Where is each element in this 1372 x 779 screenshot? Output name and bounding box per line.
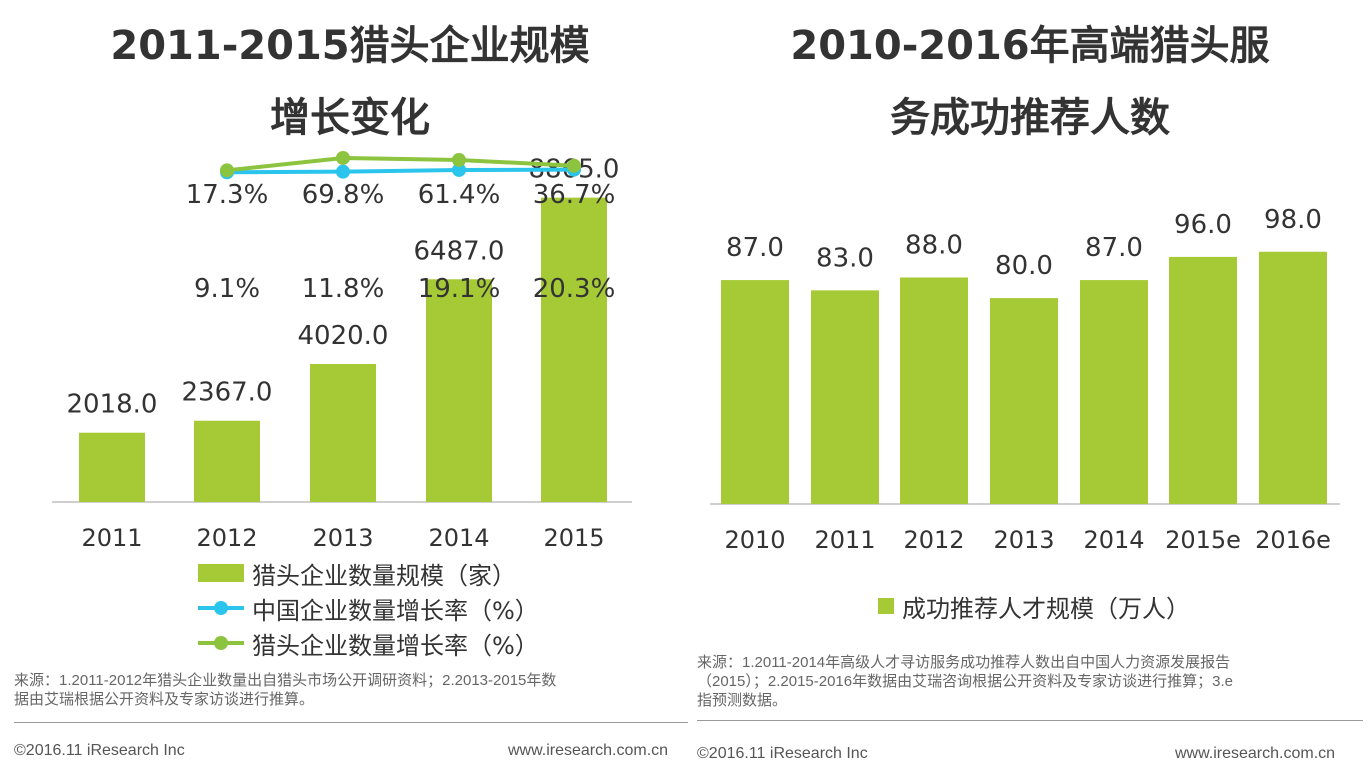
- legend-line-swatch-headhunter: [198, 634, 244, 652]
- line-china-growth: [226, 167, 575, 175]
- x-tick-label-2015: 2015: [543, 524, 604, 552]
- legend-item-headhunter-growth: 猎头企业数量增长率（%）: [198, 627, 539, 660]
- bar-value-label-2011: 2018.0: [67, 390, 158, 420]
- bar-2013: [310, 363, 376, 502]
- line-headhunter-growth: [226, 155, 575, 173]
- legend-line-swatch-china: [198, 599, 244, 617]
- x-tick-label-2013: 2013: [993, 526, 1054, 554]
- point-headhunter-growth-2015: [567, 158, 581, 173]
- right-copyright: ©2016.11 iResearch Inc: [697, 745, 868, 762]
- right-title-line1: 2010-2016年高端猎头服: [790, 23, 1270, 69]
- data-label-china-growth-2014: 19.1%: [418, 274, 501, 304]
- left-chart-title: 2011-2015猎头企业规模 增长变化: [0, 10, 700, 154]
- x-tick-label-2016e: 2016e: [1255, 526, 1331, 554]
- bar-value-label-2015e: 96.0: [1174, 210, 1232, 240]
- point-headhunter-growth-2014: [452, 152, 466, 167]
- x-tick-label-2015e: 2015e: [1165, 526, 1241, 554]
- legend-label: 猎头企业数量增长率（%）: [252, 631, 539, 660]
- point-headhunter-growth-2013: [336, 150, 350, 165]
- left-website-link[interactable]: www.iresearch.com.cn: [508, 742, 669, 759]
- data-label-china-growth-2015: 20.3%: [533, 274, 616, 304]
- point-china-growth-2013: [336, 164, 350, 179]
- bar-2016e: [1259, 251, 1327, 504]
- legend-label: 中国企业数量增长率（%）: [252, 596, 539, 625]
- bar-2015: [541, 197, 607, 502]
- bar-2011: [811, 290, 879, 504]
- bar-2012: [900, 277, 968, 504]
- legend-bar-swatch: [878, 598, 894, 614]
- bar-value-label-2016e: 98.0: [1264, 205, 1322, 235]
- bar-2010: [721, 280, 789, 504]
- left-source-note: 来源：1.2011-2012年猎头企业数量出自猎头市场公开调研资料；2.2013…: [14, 672, 557, 708]
- legend-label: 成功推荐人才规模（万人）: [902, 594, 1190, 623]
- data-label-china-growth-2012: 9.1%: [194, 274, 260, 304]
- data-label-headhunter-growth-2014: 61.4%: [418, 180, 501, 210]
- bar-2011: [79, 432, 145, 502]
- bar-value-label-2011: 83.0: [816, 243, 874, 273]
- left-divider: [14, 722, 688, 723]
- x-tick-label-2012: 2012: [903, 526, 964, 554]
- bar-2013: [990, 298, 1058, 504]
- bar-value-label-2012: 2367.0: [182, 378, 273, 408]
- legend-bar-swatch: [198, 564, 244, 582]
- right-title-line2: 务成功推荐人数: [890, 95, 1170, 141]
- x-tick-label-2012: 2012: [196, 524, 257, 552]
- right-source-note: 来源：1.2011-2014年高级人才寻访服务成功推荐人数出自中国人力资源发展报…: [697, 654, 1233, 709]
- legend-item-headhunter-count: 猎头企业数量规模（家）: [198, 557, 516, 590]
- x-tick-label-2014: 2014: [428, 524, 489, 552]
- left-title-line1: 2011-2015猎头企业规模: [110, 23, 590, 69]
- bar-value-label-2010: 87.0: [726, 233, 784, 263]
- left-title-line2: 增长变化: [270, 95, 430, 141]
- point-china-growth-2014: [452, 162, 466, 177]
- legend-label: 猎头企业数量规模（家）: [252, 561, 516, 590]
- legend-item-referrals: 成功推荐人才规模（万人）: [878, 590, 1190, 623]
- right-website-link[interactable]: www.iresearch.com.cn: [1175, 745, 1336, 762]
- x-tick-label-2010: 2010: [724, 526, 785, 554]
- right-chart-title: 2010-2016年高端猎头服 务成功推荐人数: [690, 10, 1370, 154]
- data-label-headhunter-growth-2015: 36.7%: [533, 180, 616, 210]
- bar-value-label-2013: 4020.0: [298, 321, 389, 351]
- x-tick-label-2011: 2011: [814, 526, 875, 554]
- data-label-headhunter-growth-2013: 69.8%: [302, 180, 385, 210]
- bar-value-label-2014: 6487.0: [414, 236, 505, 266]
- x-tick-label-2011: 2011: [81, 524, 142, 552]
- bar-2014: [1080, 280, 1148, 504]
- bar-2012: [194, 420, 260, 502]
- legend-item-china-growth: 中国企业数量增长率（%）: [198, 592, 539, 625]
- bar-2014: [426, 279, 492, 502]
- bar-2015e: [1169, 256, 1237, 504]
- left-copyright: ©2016.11 iResearch Inc: [14, 742, 185, 759]
- data-label-headhunter-growth-2012: 17.3%: [186, 180, 269, 210]
- right-divider: [697, 720, 1363, 721]
- point-headhunter-growth-2012: [220, 163, 234, 178]
- x-tick-label-2014: 2014: [1083, 526, 1144, 554]
- x-tick-label-2013: 2013: [312, 524, 373, 552]
- bar-value-label-2013: 80.0: [995, 251, 1053, 281]
- bar-value-label-2014: 87.0: [1085, 233, 1143, 263]
- bar-value-label-2012: 88.0: [905, 230, 963, 260]
- data-label-china-growth-2013: 11.8%: [302, 274, 385, 304]
